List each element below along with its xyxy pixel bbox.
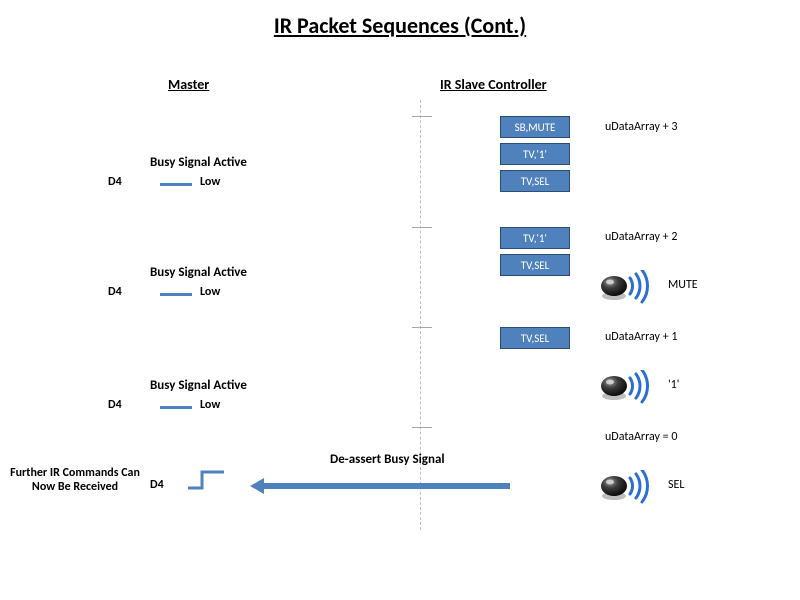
low-label: Low [200, 398, 220, 412]
ir-emitter-icon [600, 470, 658, 504]
divider-tick [412, 227, 432, 228]
master-header: Master [168, 76, 209, 93]
divider-tick [412, 116, 432, 117]
packet-box: TV,'1' [500, 143, 570, 165]
busy-signal-label: Busy Signal Active [150, 265, 247, 280]
divider-tick [412, 327, 432, 328]
emit-label: MUTE [668, 278, 698, 292]
udataarray-label: uDataArray + 3 [605, 120, 677, 134]
ir-emitter-icon [600, 370, 658, 404]
packet-box: TV,SEL [500, 327, 570, 349]
pin-d4-deassert: D4 [150, 478, 164, 492]
deassert-label: De-assert Busy Signal [330, 452, 445, 467]
low-line [160, 183, 192, 186]
pin-d4: D4 [108, 175, 122, 189]
slave-header: IR Slave Controller [440, 76, 547, 93]
ir-emitter-icon [600, 270, 658, 304]
rising-edge-icon [188, 466, 228, 494]
busy-signal-label: Busy Signal Active [150, 378, 247, 393]
packet-box: TV,'1' [500, 227, 570, 249]
divider-tick [412, 427, 432, 428]
low-label: Low [200, 175, 220, 189]
udataarray-label: uDataArray + 1 [605, 330, 677, 344]
low-label: Low [200, 285, 220, 299]
page-title: IR Packet Sequences (Cont.) [0, 12, 800, 39]
packet-box: TV,SEL [500, 254, 570, 276]
packet-box: TV,SEL [500, 170, 570, 192]
low-line [160, 293, 192, 296]
further-commands-note: Further IR Commands Can Now Be Received [10, 466, 140, 494]
busy-signal-label: Busy Signal Active [150, 155, 247, 170]
emit-label: '1' [668, 378, 679, 392]
pin-d4: D4 [108, 285, 122, 299]
low-line [160, 406, 192, 409]
emit-label: SEL [668, 478, 684, 492]
udataarray-label: uDataArray + 2 [605, 230, 677, 244]
packet-box: SB,MUTE [500, 116, 570, 138]
pin-d4: D4 [108, 398, 122, 412]
udataarray-label: uDataArray = 0 [605, 430, 677, 444]
